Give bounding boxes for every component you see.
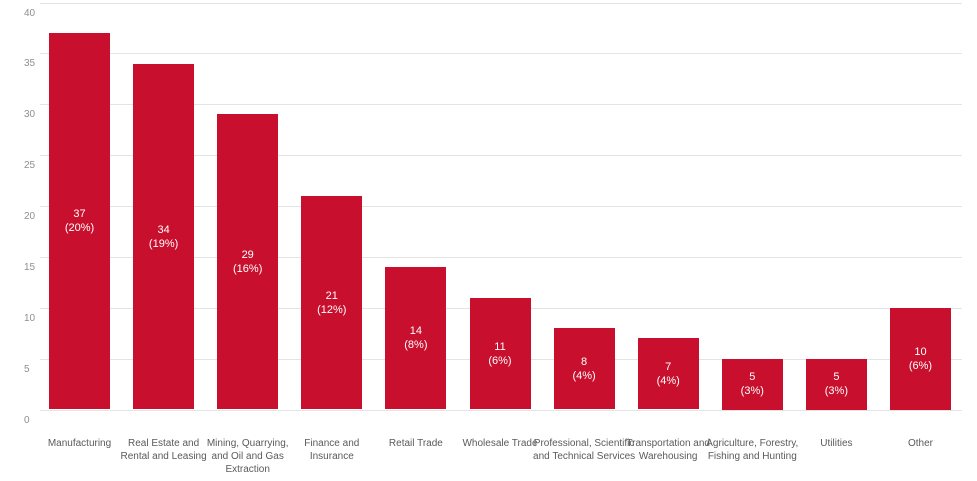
bar[interactable]: 5 (3%) — [721, 358, 783, 410]
y-axis-tick-label: 35 — [24, 58, 36, 70]
y-axis-tick-label: 20 — [24, 211, 36, 222]
bar-value-label: 34 (19%) — [148, 223, 179, 250]
gridline — [40, 104, 962, 106]
bar[interactable]: 29 (16%) — [217, 114, 279, 410]
bar[interactable]: 37 (20%) — [49, 33, 110, 410]
x-category-label: Mining, Quarrying, and Oil and Gas Extra… — [206, 438, 289, 475]
bar[interactable]: 11 (6%) — [469, 297, 531, 410]
y-axis-tick-label: 40 — [24, 7, 36, 19]
y-axis-tick-label: 30 — [24, 109, 36, 121]
gridline — [40, 206, 962, 207]
x-category-label: Agriculture, Forestry, Fishing and Hunti… — [706, 438, 799, 462]
x-category-label: Transportation and Warehousing — [626, 438, 710, 462]
y-axis-tick-label: 10 — [24, 312, 36, 324]
gridline — [40, 256, 962, 258]
bar[interactable]: 34 (19%) — [133, 63, 195, 410]
gridline — [40, 2, 962, 4]
x-category-label: Finance and Insurance — [304, 438, 360, 462]
x-category-label: Professional, Scientific and Technical S… — [533, 438, 636, 462]
bar-value-label: 29 (16%) — [233, 248, 263, 275]
y-axis-tick-label: 15 — [24, 261, 36, 273]
gridline — [40, 53, 962, 55]
y-axis-tick-label: 0 — [24, 414, 30, 426]
y-axis-tick-label: 25 — [24, 160, 36, 172]
bar-value-label: 37 (20%) — [64, 208, 95, 235]
bar[interactable]: 21 (12%) — [301, 195, 363, 410]
bar[interactable]: 10 (6%) — [890, 307, 951, 410]
gridline — [40, 155, 962, 157]
x-category-label: Other — [907, 438, 934, 449]
bar[interactable]: 14 (8%) — [385, 267, 447, 410]
bar-value-label: 10 (6%) — [908, 345, 933, 372]
x-category-label: Real Estate and Rental and Leasing — [120, 438, 207, 462]
bar-value-label: 14 (8%) — [404, 325, 428, 352]
x-category-label: Manufacturing — [47, 438, 112, 449]
y-axis-tick-label: 5 — [24, 363, 30, 375]
bar[interactable]: 8 (4%) — [553, 328, 615, 410]
bar-value-label: 7 (4%) — [656, 360, 680, 387]
x-category-label: Retail Trade — [388, 438, 443, 449]
gridline — [40, 409, 962, 411]
x-category-label: Utilities — [820, 438, 853, 449]
x-category-label: Wholesale Trade — [462, 438, 538, 449]
bar-value-label: 11 (6%) — [488, 340, 512, 367]
bar-value-label: 5 (3%) — [740, 371, 764, 398]
bar-value-label: 5 (3%) — [824, 371, 848, 398]
bar-value-label: 21 (12%) — [317, 289, 347, 316]
bar-value-label: 8 (4%) — [572, 355, 596, 382]
bar[interactable]: 5 (3%) — [805, 358, 867, 410]
bar[interactable]: 7 (4%) — [637, 338, 699, 410]
